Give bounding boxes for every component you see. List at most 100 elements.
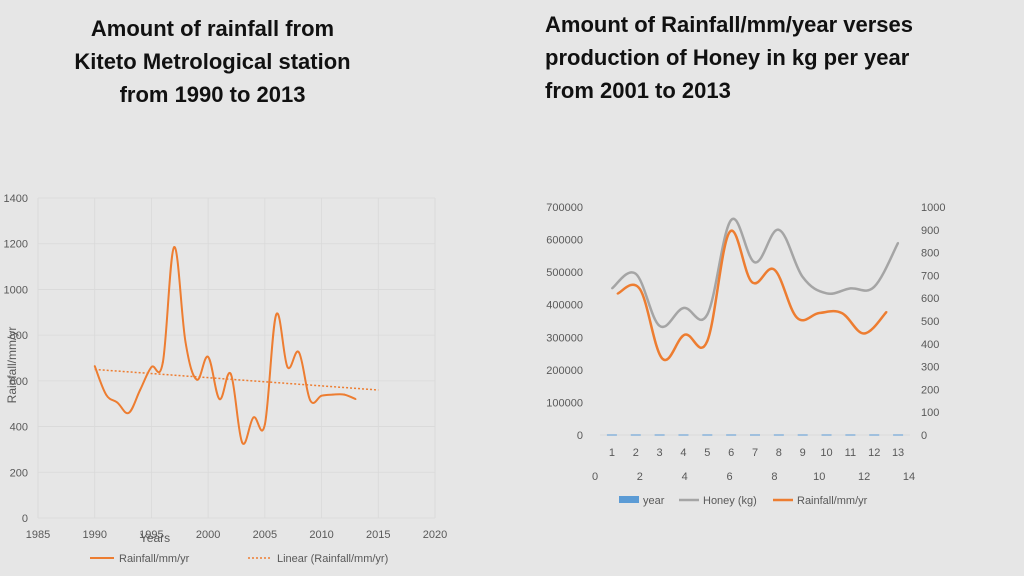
chart2-year-bar <box>606 434 617 436</box>
chart2-rainfall-point <box>863 332 866 335</box>
chart2-rainfall-point <box>728 231 731 233</box>
chart1-x-tick-label: 2005 <box>253 529 277 541</box>
chart2-x-category-label: 2 <box>633 447 639 459</box>
chart1-x-tick-label: 1995 <box>139 529 163 541</box>
chart2-x-secondary-tick-label: 10 <box>813 471 825 483</box>
chart1-rainfall-point <box>229 373 232 375</box>
chart2-rainfall-point <box>638 288 641 290</box>
chart2-honey-point <box>849 287 852 290</box>
right-title-line-3: from 2001 to 2013 <box>545 78 731 103</box>
chart2-legend-honey-label: Honey (kg) <box>703 495 757 507</box>
chart1-x-tick-label: 1985 <box>26 529 50 541</box>
chart2-year-bar <box>869 434 880 436</box>
chart2-x-category-label: 6 <box>728 447 734 459</box>
chart2-x-category-label: 12 <box>868 447 880 459</box>
chart2-year-bar <box>678 434 689 436</box>
chart2-y-right-tick-label: 100 <box>921 407 939 419</box>
chart1-rainfall-point <box>309 399 312 402</box>
chart1-legend-linear-label: Linear (Rainfall/mm/yr) <box>277 553 388 565</box>
chart2-honey-point <box>825 292 828 295</box>
chart1-rainfall-point <box>105 393 107 396</box>
chart2-x-secondary-tick-label: 8 <box>771 471 777 483</box>
chart1-rainfall-point <box>275 313 278 316</box>
chart2-year-bar <box>893 434 904 436</box>
chart2-year-bar <box>630 434 641 436</box>
chart1-rainfall-point <box>127 411 130 414</box>
chart2-honey-point <box>873 285 876 288</box>
chart2-y-right-tick-label: 900 <box>921 225 939 237</box>
chart1-rainfall-point <box>218 398 221 401</box>
left-title-line-3: from 1990 to 2013 <box>119 82 306 107</box>
chart2-y-right-tick-label: 1000 <box>921 202 945 214</box>
chart2-year-bar <box>845 434 856 436</box>
chart2-year-bar <box>654 434 665 436</box>
chart1-rainfall-point <box>184 341 187 343</box>
chart2-y-left-tick-label: 0 <box>577 430 583 442</box>
chart1-rainfall-point <box>332 393 334 396</box>
right-title-line-2: production of Honey in kg per year <box>545 45 910 70</box>
chart2-x-category-label: 1 <box>609 447 615 459</box>
chart1-rainfall-point <box>241 441 244 444</box>
chart2-legend-year-label: year <box>643 495 665 507</box>
chart2-x-secondary-tick-label: 12 <box>858 471 870 483</box>
chart1-y-tick-label: 0 <box>22 513 28 525</box>
chart2-honey-series-line <box>611 217 900 329</box>
chart2-year-bar <box>750 434 760 436</box>
chart1-rainfall-point <box>93 365 96 367</box>
chart1-y-axis-title: Rainfall/mm/yr <box>5 327 19 404</box>
chart2-legend-year-swatch <box>619 496 639 503</box>
chart2-y-left-tick-label: 700000 <box>546 202 583 214</box>
chart2-honey-point <box>611 287 613 290</box>
chart1-rainfall-point <box>195 378 198 381</box>
chart2-rainfall-series-line <box>616 229 888 362</box>
chart2-x-category-label: 3 <box>657 447 663 459</box>
chart2-x-category-label: 7 <box>752 447 758 459</box>
chart1-x-axis-title: Years <box>140 531 170 545</box>
chart1-legend-rainfall-label: Rainfall/mm/yr <box>119 553 190 565</box>
chart2-x-secondary-tick-label: 2 <box>637 471 643 483</box>
chart1-x-tick-label: 2010 <box>309 529 333 541</box>
chart2-legend-rainfall-label: Rainfall/mm/yr <box>797 495 868 507</box>
chart2-rainfall-point <box>751 281 753 284</box>
chart1-rainfall-point <box>116 401 119 404</box>
chart2-honey-point <box>777 228 780 231</box>
chart2-x-category-label: 8 <box>776 447 782 459</box>
chart2-rainfall-point <box>661 357 664 360</box>
chart1-rainfall-point <box>252 416 255 419</box>
chart1-y-tick-label: 1200 <box>4 239 28 251</box>
chart1-y-tick-label: 1000 <box>4 284 28 296</box>
chart2-y-left-tick-label: 100000 <box>546 397 583 409</box>
chart2-y-left-tick-label: 600000 <box>546 235 583 247</box>
chart2-y-left-tick-label: 300000 <box>546 332 583 344</box>
chart1-rainfall-series-line <box>93 246 356 445</box>
chart2-x-secondary-tick-label: 6 <box>727 471 733 483</box>
chart2-rainfall-point <box>795 316 798 319</box>
chart2-honey-point <box>897 241 899 244</box>
chart2-x-secondary-tick-label: 14 <box>903 471 915 483</box>
chart1-rainfall-point <box>139 389 141 391</box>
chart2-x-category-label: 10 <box>820 447 832 459</box>
chart2-honey-point <box>754 261 756 264</box>
chart1-y-tick-label: 400 <box>10 422 28 434</box>
chart2-year-bar <box>773 434 784 436</box>
chart2-y-right-tick-label: 500 <box>921 316 939 328</box>
chart2-y-right-tick-label: 400 <box>921 339 939 351</box>
chart2-honey-point <box>730 219 733 221</box>
chart2-x-category-label: 9 <box>800 447 806 459</box>
chart2-rainfall-point <box>885 310 888 313</box>
chart2-honey-point <box>634 272 637 275</box>
chart2-y-left-tick-label: 400000 <box>546 300 583 312</box>
chart1-x-tick-label: 2020 <box>423 529 447 541</box>
chart1-y-tick-label: 600 <box>10 376 28 388</box>
chart2-honey-point <box>658 324 661 327</box>
chart2-rainfall-point <box>706 340 709 343</box>
chart2-year-bar <box>726 434 737 436</box>
chart2-year-bar <box>821 434 832 436</box>
chart2-y-right-tick-label: 600 <box>921 293 939 305</box>
chart1-y-tick-label: 200 <box>10 467 28 479</box>
chart2-rainfall-point <box>683 333 686 336</box>
chart1-rainfall-point <box>173 246 176 249</box>
chart2-x-category-label: 11 <box>845 447 856 459</box>
chart2-rainfall-point <box>616 292 619 295</box>
chart2-x-category-label: 5 <box>704 447 710 459</box>
